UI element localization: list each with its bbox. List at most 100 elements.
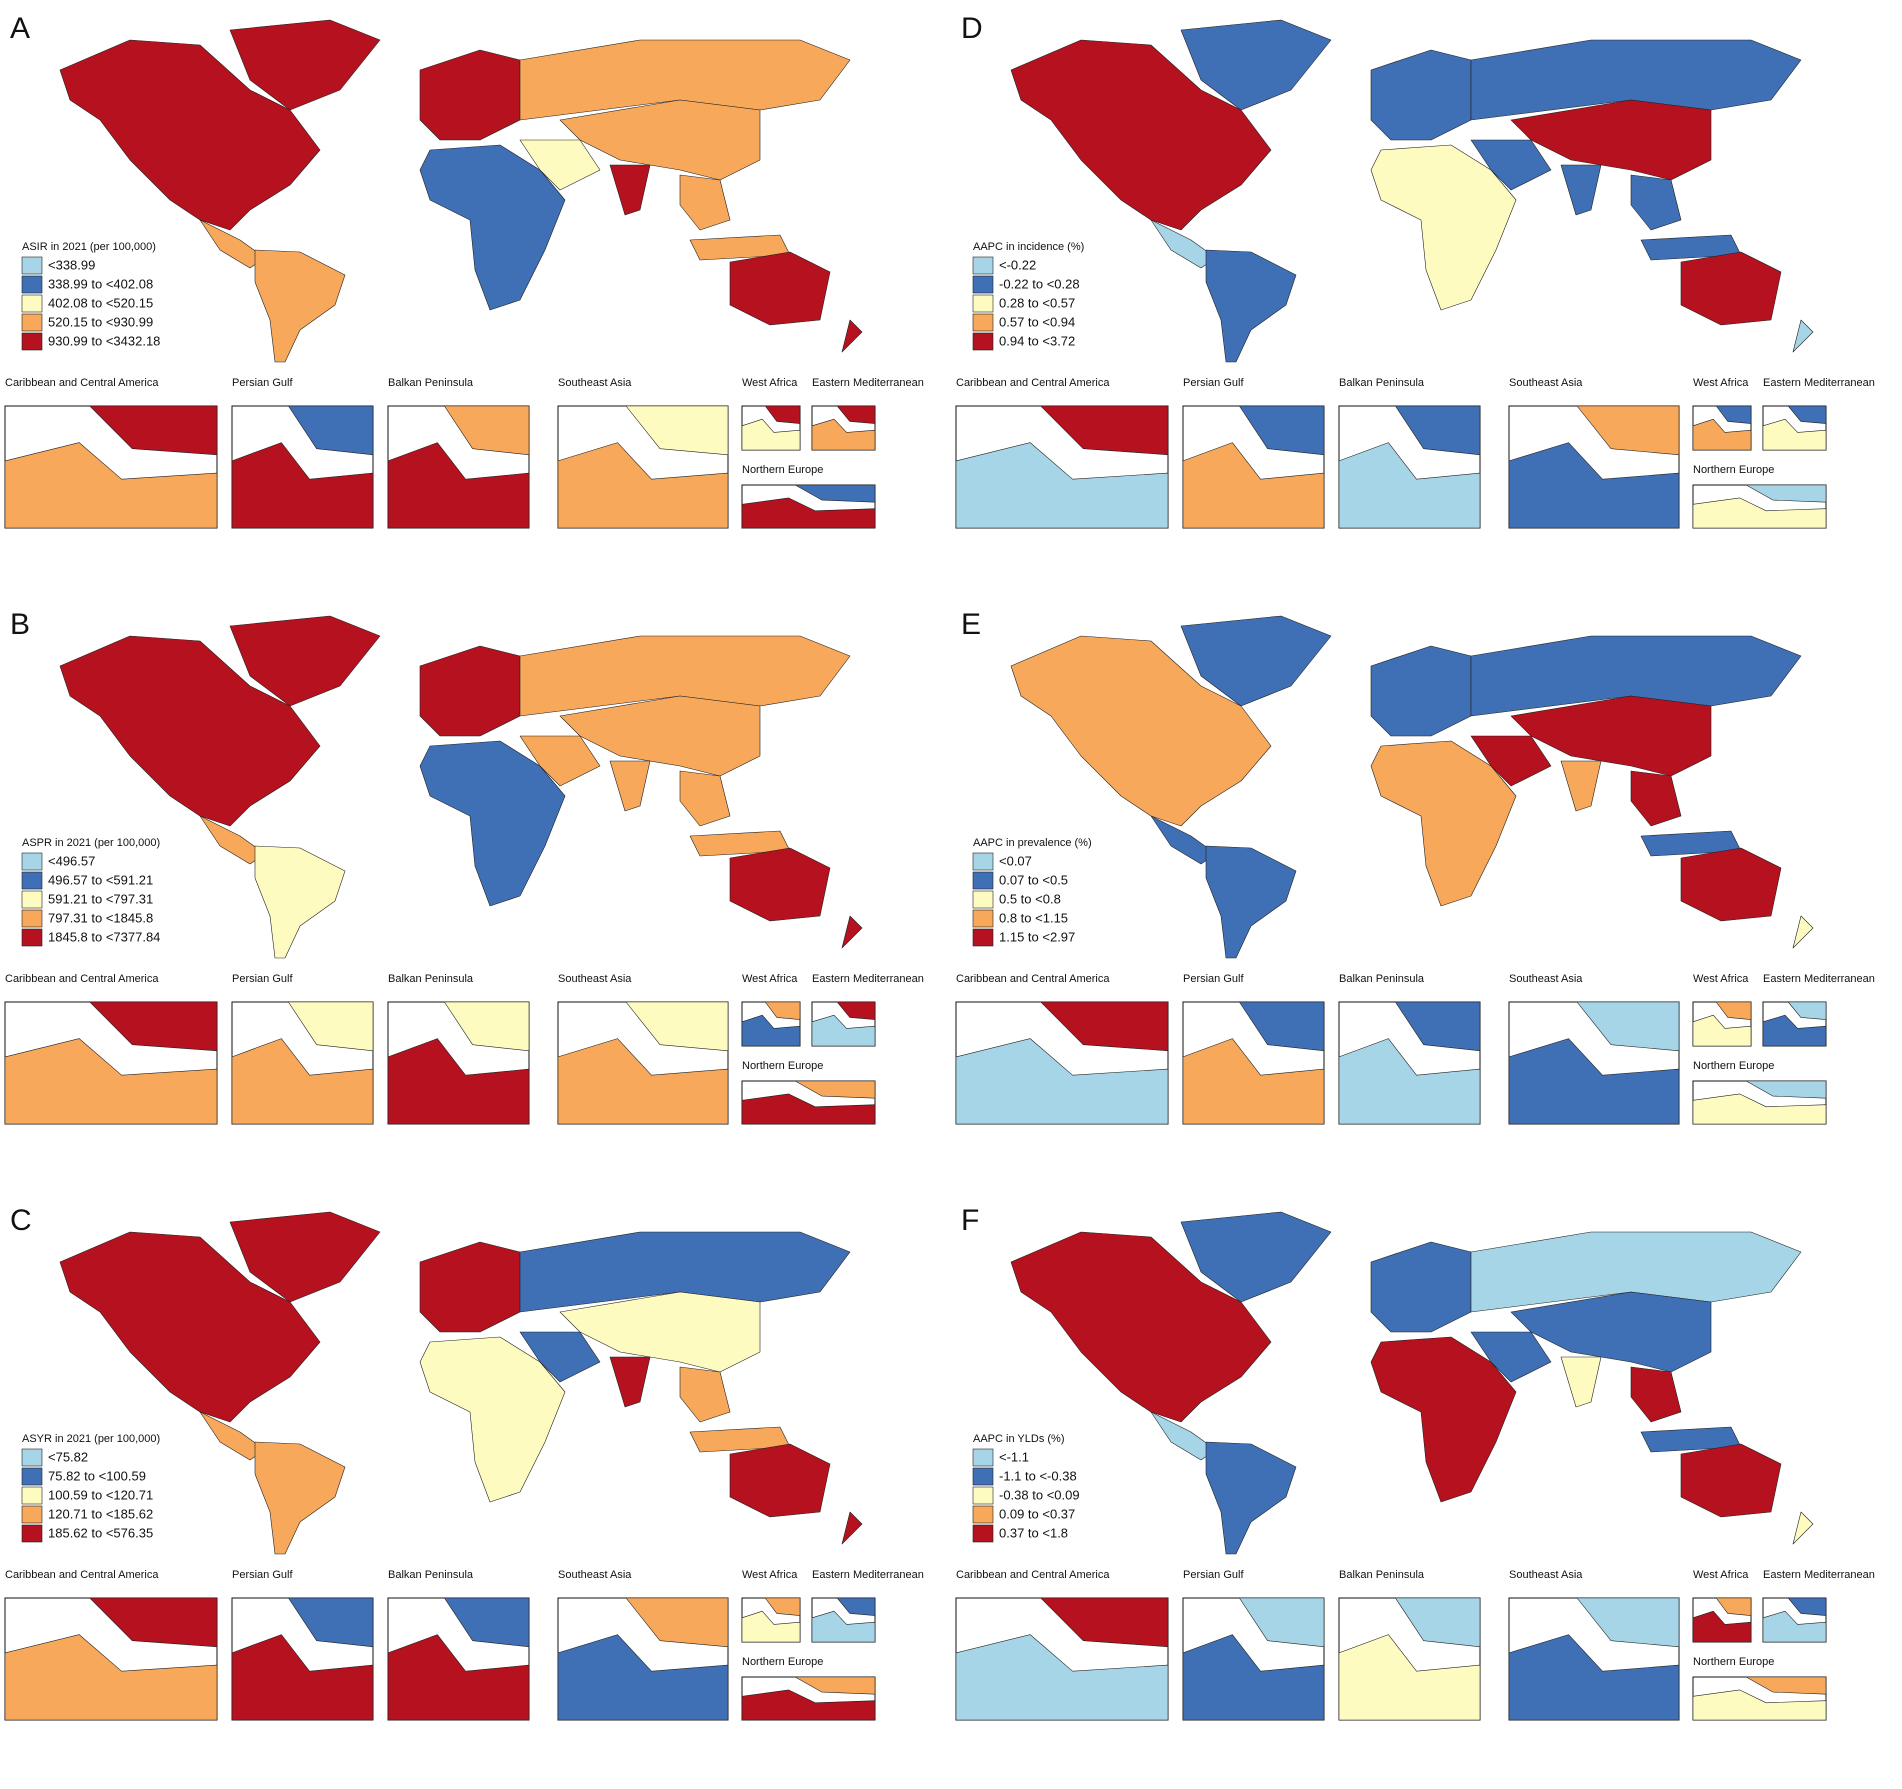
legend-item: 0.5 to <0.8 (999, 891, 1061, 906)
inset-region (1745, 484, 1827, 503)
inset-region (741, 1610, 801, 1643)
inset-region (89, 1597, 218, 1648)
legend-swatch (972, 852, 994, 871)
inset-region (1395, 405, 1481, 456)
legend-swatch (21, 256, 43, 275)
panel: B ASPR in 2021 (per 100,000) <496.57 496.57… (4, 608, 924, 1125)
inset-region (288, 1001, 374, 1052)
country-region (59, 635, 321, 827)
legend-item: 100.59 to <120.71 (48, 1487, 153, 1502)
inset-label: Persian Gulf (232, 1569, 293, 1581)
country-region (1010, 39, 1272, 231)
legend-item: 0.09 to <0.37 (999, 1506, 1075, 1521)
legend-item: 185.62 to <576.35 (48, 1525, 153, 1540)
panel-letter: F (961, 1204, 979, 1237)
inset-region (89, 1001, 218, 1052)
country-region (729, 847, 831, 922)
inset-region (794, 1080, 876, 1099)
legend-item: <0.07 (999, 853, 1032, 868)
inset-label: Southeast Asia (558, 973, 632, 985)
inset-label: Eastern Mediterranean (812, 973, 924, 985)
panel-letter: E (961, 608, 981, 641)
inset-region (1239, 405, 1325, 456)
legend-item: 75.82 to <100.59 (48, 1468, 146, 1483)
country-region (419, 645, 521, 737)
legend-swatch (21, 275, 43, 294)
country-region (59, 39, 321, 231)
country-region (519, 1331, 601, 1383)
country-region (609, 760, 651, 812)
legend-item: -0.22 to <0.28 (999, 276, 1080, 291)
legend-item: 591.21 to <797.31 (48, 891, 153, 906)
inset-region (955, 1634, 1169, 1721)
inset-region (4, 442, 218, 529)
inset-region (625, 1597, 729, 1648)
inset-region (89, 405, 218, 456)
legend-swatch (21, 909, 43, 928)
inset-region (1508, 1038, 1680, 1125)
inset-region (288, 1597, 374, 1648)
inset-label: Southeast Asia (558, 1569, 632, 1581)
country-region (1370, 645, 1472, 737)
inset-region (1692, 1093, 1827, 1125)
inset-region (1182, 1038, 1325, 1125)
country-region (1370, 740, 1517, 907)
inset-region (1576, 405, 1680, 456)
inset-label: Persian Gulf (1183, 1569, 1244, 1581)
inset-region (1715, 405, 1752, 424)
inset-region (741, 1689, 876, 1721)
legend-item: 520.15 to <930.99 (48, 314, 153, 329)
country-region (254, 249, 346, 363)
inset-label: Southeast Asia (1509, 973, 1583, 985)
inset-region (1762, 1610, 1827, 1643)
inset-region (1508, 442, 1680, 529)
legend-swatch (972, 1505, 994, 1524)
inset-region (741, 1093, 876, 1125)
country-region (1205, 1441, 1297, 1555)
inset-region (1787, 1001, 1827, 1020)
inset-region (741, 418, 801, 451)
legend-item: 0.28 to <0.57 (999, 295, 1075, 310)
country-region (1560, 164, 1602, 216)
inset-region (1508, 1634, 1680, 1721)
legend-item: 402.08 to <520.15 (48, 295, 153, 310)
country-region (1792, 915, 1814, 949)
inset-region (1762, 418, 1827, 451)
inset-region (4, 1038, 218, 1125)
inset-label: Caribbean and Central America (5, 377, 159, 389)
country-region (1680, 847, 1782, 922)
inset-region (836, 405, 876, 424)
panel-letter: C (10, 1204, 32, 1237)
inset-label: Southeast Asia (558, 377, 632, 389)
inset-label: West Africa (742, 1569, 798, 1581)
country-region (1205, 845, 1297, 959)
legend-swatch (21, 928, 43, 947)
inset-region (1787, 405, 1827, 424)
inset-region (741, 497, 876, 529)
country-region (519, 39, 851, 121)
legend-swatch (21, 313, 43, 332)
inset-label: Northern Europe (742, 464, 823, 476)
inset-region (836, 1001, 876, 1020)
country-region (59, 1231, 321, 1423)
legend-item: 1845.8 to <7377.84 (48, 929, 160, 944)
inset-label: Balkan Peninsula (388, 973, 474, 985)
country-region (1370, 49, 1472, 141)
inset-region (444, 405, 530, 456)
inset-label: Eastern Mediterranean (1763, 1569, 1875, 1581)
legend-swatch (972, 332, 994, 351)
country-region (679, 1366, 731, 1423)
panel: F AAPC in YLDs (%) <-1.1 -1.1 to <-0.38 -0.3… (955, 1204, 1875, 1721)
legend-item: 0.37 to <1.8 (999, 1525, 1068, 1540)
inset-region (811, 1610, 876, 1643)
inset-label: Caribbean and Central America (5, 973, 159, 985)
country-region (1370, 144, 1517, 311)
legend-swatch (21, 294, 43, 313)
country-region (1010, 1231, 1272, 1423)
legend-swatch (972, 294, 994, 313)
country-region (254, 1441, 346, 1555)
legend-item: <338.99 (48, 257, 95, 272)
legend-item: 1.15 to <2.97 (999, 929, 1075, 944)
inset-region (231, 1038, 374, 1125)
inset-label: Balkan Peninsula (1339, 377, 1425, 389)
